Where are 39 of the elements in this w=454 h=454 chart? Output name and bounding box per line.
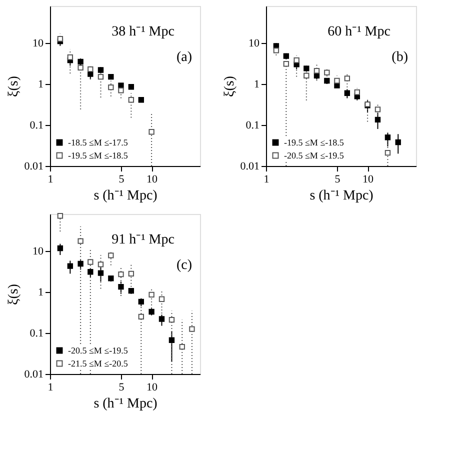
text: 38 h⁻¹ Mpc <box>112 24 174 40</box>
y-tick-label: 10 <box>248 38 260 50</box>
y-tick-label: 0.1 <box>30 120 44 132</box>
y-tick-label: 0.01 <box>24 368 44 380</box>
x-tick-label: 10 <box>146 174 158 186</box>
y-tick-label: 0.1 <box>30 328 44 340</box>
annotation: (c) <box>176 258 192 274</box>
annotation: (a) <box>176 50 192 66</box>
x-tick-label: 5 <box>334 174 341 186</box>
legend-label: -21.5 ≤M ≤-20.5 <box>68 358 128 368</box>
y-tick-label: 1 <box>38 286 44 299</box>
x-tick-label: 1 <box>264 174 270 186</box>
x-tick-label: 5 <box>118 382 125 394</box>
x-axis-title: s (h⁻¹ Mpc) <box>310 188 374 204</box>
x-axis-title: s (h⁻¹ Mpc) <box>94 188 158 204</box>
text: 60 h⁻¹ Mpc <box>328 24 390 40</box>
y-tick-label: 1 <box>254 78 260 91</box>
legend-label: -18.5 ≤M ≤-17.5 <box>68 138 128 148</box>
y-axis-title: ξ(s) <box>6 284 22 306</box>
legend-label: -19.5 ≤M ≤-18.5 <box>68 150 128 160</box>
x-tick-label: 10 <box>362 174 374 186</box>
x-tick-label: 1 <box>48 382 54 394</box>
x-tick-label: 1 <box>48 174 54 186</box>
y-axis-title: ξ(s) <box>222 76 238 98</box>
x-axis-title: s (h⁻¹ Mpc) <box>94 396 158 412</box>
legend-label: -20.5 ≤M ≤-19.5 <box>284 150 344 160</box>
y-tick-label: 10 <box>32 246 44 258</box>
x-tick-label: 5 <box>118 174 125 186</box>
y-tick-label: 0.01 <box>240 160 260 172</box>
legend-label: -19.5 ≤M ≤-18.5 <box>284 138 344 148</box>
annotation: (b) <box>392 50 408 66</box>
text: 91 h⁻¹ Mpc <box>112 232 174 248</box>
x-tick-label: 10 <box>146 382 158 394</box>
y-tick-label: 10 <box>32 38 44 50</box>
y-axis-title: ξ(s) <box>6 76 22 98</box>
y-tick-label: 0.01 <box>24 160 44 172</box>
y-tick-label: 1 <box>38 78 44 91</box>
y-tick-label: 0.1 <box>246 120 260 132</box>
legend-label: -20.5 ≤M ≤-19.5 <box>68 346 128 356</box>
